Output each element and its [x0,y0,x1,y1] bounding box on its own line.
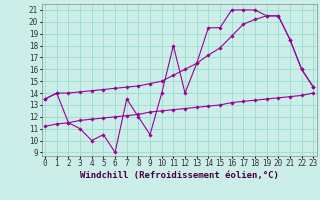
X-axis label: Windchill (Refroidissement éolien,°C): Windchill (Refroidissement éolien,°C) [80,171,279,180]
